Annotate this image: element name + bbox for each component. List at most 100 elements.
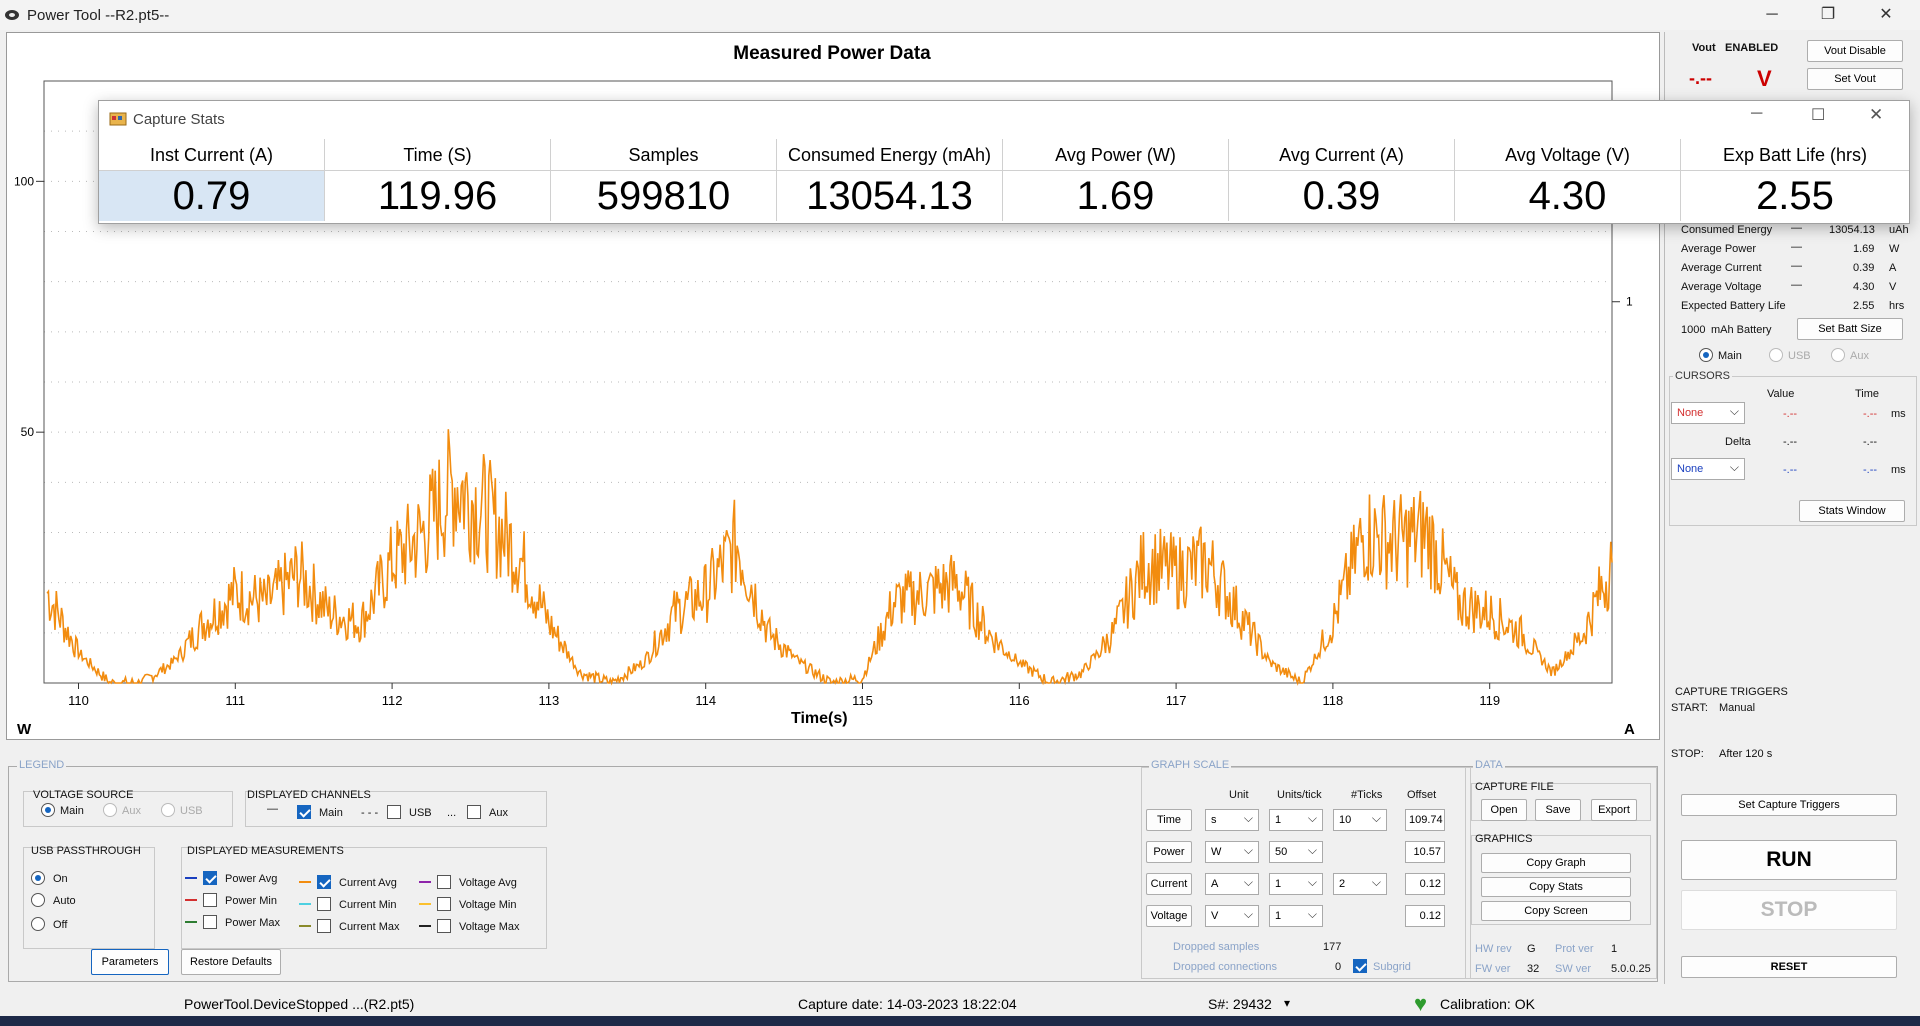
value-exp-batt-life[interactable]: 2.55 xyxy=(1756,174,1834,218)
value-avg-current[interactable]: 0.39 xyxy=(1229,171,1455,221)
source-main-label: Main xyxy=(1718,350,1742,362)
source-main-radio[interactable] xyxy=(1699,348,1713,362)
voltage-min-label: Voltage Min xyxy=(459,899,517,911)
power-avg-checkbox[interactable] xyxy=(203,871,217,885)
stop-button[interactable]: STOP xyxy=(1681,890,1897,930)
stats-list: Consumed Energy — 13054.13 uAh Average P… xyxy=(1665,222,1920,322)
scale-current-unit-select[interactable]: A xyxy=(1205,873,1259,895)
current-min-checkbox[interactable] xyxy=(317,897,331,911)
value-time[interactable]: 119.96 xyxy=(325,171,551,221)
power-max-checkbox[interactable] xyxy=(203,915,217,929)
save-button[interactable]: Save xyxy=(1535,799,1581,821)
scale-power-units-tick-select[interactable]: 50 xyxy=(1269,841,1323,863)
maximize-icon[interactable]: ❐ xyxy=(1820,6,1836,23)
close-icon[interactable]: ✕ xyxy=(1879,6,1893,23)
run-button[interactable]: RUN xyxy=(1681,840,1897,880)
voltage-max-checkbox[interactable] xyxy=(437,919,451,933)
set-vout-button[interactable]: Set Vout xyxy=(1807,68,1903,90)
right-tick-label: 1 xyxy=(1626,295,1633,309)
heart-icon: ♥ xyxy=(1414,991,1428,1016)
vs-aux-radio[interactable] xyxy=(103,803,117,817)
set-batt-size-button[interactable]: Set Batt Size xyxy=(1797,318,1903,340)
current-avg-checkbox[interactable] xyxy=(317,875,331,889)
voltage-source-group xyxy=(23,791,233,827)
passthrough-off-radio[interactable] xyxy=(31,917,45,931)
power-min-checkbox[interactable] xyxy=(203,893,217,907)
capture-minimize-icon[interactable]: ─ xyxy=(1751,105,1763,122)
scale-voltage-units-tick-select[interactable]: 1 xyxy=(1269,905,1323,927)
voltage-min-checkbox[interactable] xyxy=(437,897,451,911)
scale-unit-header: Unit xyxy=(1229,789,1249,801)
scale-current-button[interactable]: Current xyxy=(1146,873,1192,895)
scale-current-offset-input[interactable]: 0.12 xyxy=(1405,873,1445,895)
vout-disable-button[interactable]: Vout Disable xyxy=(1807,40,1903,62)
reset-button[interactable]: RESET xyxy=(1681,956,1897,978)
scale-time-ticks-select[interactable]: 10 xyxy=(1333,809,1387,831)
cursor-time-header: Time xyxy=(1855,388,1880,400)
displayed-channels-group xyxy=(245,791,547,827)
serial-dropdown-icon[interactable]: ▾ xyxy=(1284,996,1291,1010)
parameters-button[interactable]: Parameters xyxy=(91,949,169,975)
vs-usb-radio[interactable] xyxy=(161,803,175,817)
capture-close-icon[interactable]: ✕ xyxy=(1869,105,1884,124)
scale-time-unit-select[interactable]: s xyxy=(1205,809,1259,831)
graph-scale-title: GRAPH SCALE xyxy=(1149,759,1232,771)
source-usb-label: USB xyxy=(1788,350,1811,362)
scale-time-offset-input[interactable]: 109.74 xyxy=(1405,809,1445,831)
restore-defaults-button[interactable]: Restore Defaults xyxy=(181,949,281,975)
source-aux-radio[interactable] xyxy=(1831,348,1845,362)
hw-rev-label: HW rev xyxy=(1475,943,1512,955)
cursor1-select[interactable]: None xyxy=(1671,402,1745,424)
scale-current-units-tick-select[interactable]: 1 xyxy=(1269,873,1323,895)
current-max-checkbox[interactable] xyxy=(317,919,331,933)
stat-label: Average Current xyxy=(1681,262,1762,274)
export-button[interactable]: Export xyxy=(1591,799,1637,821)
set-capture-triggers-button[interactable]: Set Capture Triggers xyxy=(1681,794,1897,816)
scale-power-button[interactable]: Power xyxy=(1146,841,1192,863)
value-samples[interactable]: 599810 xyxy=(551,171,777,221)
subgrid-label: Subgrid xyxy=(1373,961,1411,973)
scale-time-units-tick-select[interactable]: 1 xyxy=(1269,809,1323,831)
cursor2-select[interactable]: None xyxy=(1671,458,1745,480)
scale-voltage-unit-select[interactable]: V xyxy=(1205,905,1259,927)
vs-main-radio[interactable] xyxy=(41,803,55,817)
scale-power-unit-select[interactable]: W xyxy=(1205,841,1259,863)
value-consumed-energy[interactable]: 13054.13 xyxy=(777,171,1003,221)
vs-aux-label: Aux xyxy=(122,805,141,817)
copy-screen-button[interactable]: Copy Screen xyxy=(1481,901,1631,921)
stat-row: Average Power — 1.69 W xyxy=(1681,241,1911,259)
value-inst-current[interactable]: 0.79 xyxy=(99,171,325,221)
x-axis-label: Time(s) xyxy=(791,710,848,727)
scale-time-button[interactable]: Time xyxy=(1146,809,1192,831)
voltage-avg-checkbox[interactable] xyxy=(437,875,451,889)
copy-stats-button[interactable]: Copy Stats xyxy=(1481,877,1631,897)
source-usb-radio[interactable] xyxy=(1769,348,1783,362)
stat-row: Average Voltage — 4.30 V xyxy=(1681,279,1911,297)
fw-ver-value: 32 xyxy=(1527,963,1540,975)
serial-number[interactable]: S#: 29432 xyxy=(1208,996,1272,1012)
value-avg-voltage[interactable]: 4.30 xyxy=(1455,171,1681,221)
scale-voltage-offset-input[interactable]: 0.12 xyxy=(1405,905,1445,927)
stat-value: 4.30 xyxy=(1853,281,1875,293)
minimize-icon[interactable]: ─ xyxy=(1766,6,1778,23)
channel-main-checkbox[interactable] xyxy=(297,805,311,819)
channel-usb-checkbox[interactable] xyxy=(387,805,401,819)
passthrough-on-radio[interactable] xyxy=(31,871,45,885)
stat-row: Consumed Energy — 13054.13 uAh xyxy=(1681,222,1911,240)
subgrid-checkbox[interactable] xyxy=(1353,959,1367,973)
power-min-swatch xyxy=(185,899,197,901)
value-avg-power[interactable]: 1.69 xyxy=(1003,171,1229,221)
cursors-group xyxy=(1669,376,1917,526)
capture-maximize-icon[interactable]: ☐ xyxy=(1811,107,1826,124)
x-tick-label: 119 xyxy=(1479,693,1500,708)
cursor2-time: -.-- xyxy=(1863,464,1878,476)
legend-title: LEGEND xyxy=(17,759,67,771)
scale-power-offset-input[interactable]: 10.57 xyxy=(1405,841,1445,863)
stats-window-button[interactable]: Stats Window xyxy=(1799,500,1905,522)
passthrough-auto-radio[interactable] xyxy=(31,893,45,907)
open-button[interactable]: Open xyxy=(1481,799,1527,821)
scale-voltage-button[interactable]: Voltage xyxy=(1146,905,1192,927)
channel-aux-checkbox[interactable] xyxy=(467,805,481,819)
scale-current-ticks-select[interactable]: 2 xyxy=(1333,873,1387,895)
copy-graph-button[interactable]: Copy Graph xyxy=(1481,853,1631,873)
